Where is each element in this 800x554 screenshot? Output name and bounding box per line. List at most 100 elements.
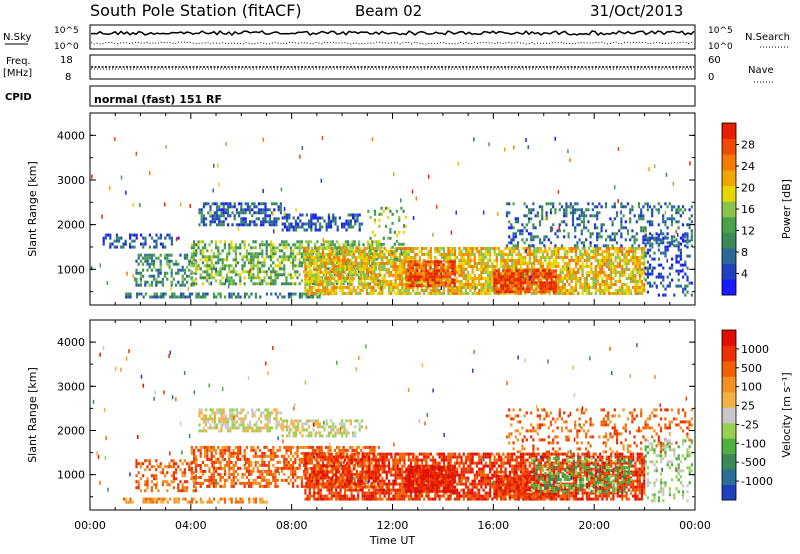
scatter-cell — [325, 419, 328, 423]
scatter-cell — [510, 275, 514, 279]
scatter-cell — [409, 250, 413, 253]
scatter-cell — [668, 266, 671, 270]
scatter-cell — [642, 217, 645, 221]
scatter-cell — [162, 242, 165, 246]
scatter-cell — [305, 228, 308, 232]
scatter-cell — [177, 268, 180, 272]
scatter-cell — [401, 286, 404, 289]
scatter-cell — [491, 277, 494, 280]
scatter-cell — [500, 256, 503, 259]
scatter-cell — [504, 247, 507, 250]
scatter-cell — [495, 253, 498, 256]
scatter-cell — [489, 265, 492, 268]
scatter-cell — [565, 202, 568, 206]
scatter-cell — [611, 220, 614, 224]
scatter-cell — [407, 250, 410, 253]
scatter-cell — [264, 220, 267, 224]
scatter-cell — [243, 295, 246, 299]
scatter-cell — [172, 459, 175, 463]
scatter-cell — [657, 208, 660, 212]
scatter-cell — [574, 265, 578, 268]
scatter-cell — [249, 208, 252, 212]
scatter-cell — [587, 220, 590, 224]
scatter-cell — [264, 202, 267, 206]
scatter-cell — [442, 284, 445, 288]
scatter-cell — [255, 429, 258, 433]
scatter-cell — [599, 265, 602, 268]
scatter-cell — [159, 465, 162, 469]
scatter-cell — [139, 477, 142, 481]
scatter-cell — [434, 286, 437, 289]
scatter-cell — [256, 282, 259, 286]
scatter-cell — [484, 262, 487, 265]
scatter-cell — [554, 211, 557, 215]
scatter-cell — [350, 271, 353, 274]
scatter-cell — [228, 264, 231, 268]
scatter-cell — [372, 250, 375, 253]
scatter-cell — [243, 261, 246, 265]
scatter-cell — [239, 252, 242, 256]
scatter-cell — [390, 247, 393, 250]
scatter-cell — [524, 292, 527, 295]
scatter-cell — [140, 242, 143, 246]
scatter-cell — [516, 220, 520, 224]
scatter-cell — [365, 277, 369, 280]
scatter-cell — [563, 229, 566, 233]
scatter-cell — [376, 286, 380, 289]
scatter-cell — [389, 209, 392, 213]
scatter-cell — [387, 236, 390, 240]
scatter-cell — [616, 292, 619, 295]
scatter-cell — [541, 208, 544, 212]
scatter-cell — [601, 250, 604, 253]
scatter-cell — [217, 163, 219, 168]
scatter-cell — [395, 257, 399, 261]
scatter-cell — [221, 249, 224, 253]
scatter-cell — [254, 497, 257, 501]
scatter-cell — [649, 281, 652, 285]
scatter-cell — [395, 239, 399, 243]
scatter-cell — [297, 425, 300, 429]
scatter-cell — [341, 289, 344, 292]
scatter-cell — [583, 289, 586, 292]
scatter-cell — [480, 259, 483, 262]
scatter-cell — [202, 205, 205, 209]
scatter-cell — [512, 238, 515, 242]
scatter-cell — [620, 205, 623, 209]
scatter-cell — [248, 261, 251, 265]
scatter-cell — [372, 268, 375, 271]
scatter-cell — [467, 292, 470, 295]
scatter-cell — [539, 259, 542, 262]
scatter-cell — [157, 465, 160, 469]
scatter-cell — [574, 235, 577, 239]
scatter-cell — [369, 246, 372, 250]
scatter-cell — [127, 295, 130, 299]
scatter-cell — [675, 244, 678, 248]
scatter-cell — [146, 259, 149, 263]
scatter-cell — [506, 275, 509, 279]
scatter-cell — [283, 243, 286, 247]
scatter-cell — [262, 426, 265, 430]
scatter-cell — [582, 214, 586, 218]
scatter-cell — [539, 272, 542, 276]
scatter-cell — [222, 202, 225, 206]
scatter-cell — [634, 292, 637, 295]
scatter-cell — [369, 242, 372, 246]
scatter-cell — [548, 272, 551, 276]
scatter-cell — [541, 284, 544, 288]
scatter-cell — [398, 283, 402, 286]
scatter-cell — [543, 272, 547, 276]
scatter-cell — [183, 489, 186, 493]
scatter-cell — [550, 272, 553, 276]
scatter-cell — [556, 235, 559, 239]
scatter-cell — [411, 260, 414, 264]
scatter-cell — [529, 275, 531, 280]
scatter-cell — [238, 202, 241, 206]
scatter-cell — [155, 283, 158, 287]
scatter-cell — [587, 229, 590, 233]
scatter-cell — [543, 290, 547, 294]
scatter-cell — [352, 253, 355, 256]
scatter-cell — [381, 283, 384, 286]
scatter-cell — [192, 489, 195, 493]
scatter-cell — [228, 243, 231, 247]
scatter-cell — [272, 255, 275, 259]
